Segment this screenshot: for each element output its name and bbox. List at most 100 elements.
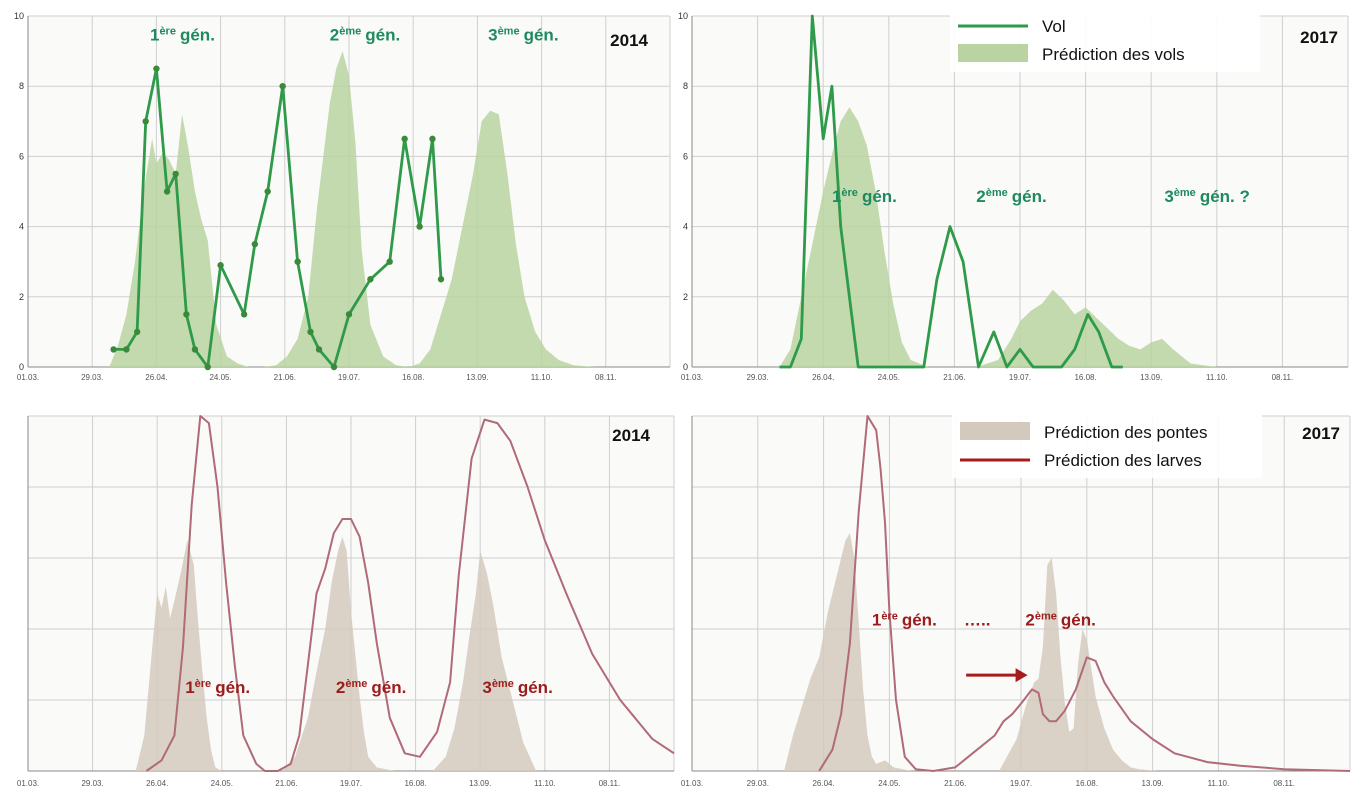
larves-2014-x-tick-label: 13.09. [469, 779, 491, 788]
vols-2014-y-tick-label: 2 [19, 292, 24, 302]
vols-2014-area-series [109, 51, 628, 367]
larves-2014-x-tick-label: 29.03. [81, 779, 103, 788]
vols-2014-data-point [110, 346, 117, 353]
chart-larves-2017: 01.03. 29.03. 26.04. 24.05. 21.06. 19.07. 16.0… [678, 396, 1355, 792]
vols-2017-x-tick-label: 24.05. [878, 373, 900, 382]
chart-vols-2014-svg: 01.03. 29.03. 26.04. 24.05. 21.06. 19.07. 16.0… [14, 11, 671, 382]
larves-2017-x-tick-label: 11.10. [1208, 779, 1230, 788]
larves-2017-x-tick-label: 13.09. [1141, 779, 1163, 788]
vols-2017-year-label: 2017 [1300, 28, 1338, 47]
vols-2017-x-tick-label: 16.08. [1074, 373, 1096, 382]
vols-2014-data-point [437, 276, 445, 283]
vols-2014-data-point [279, 83, 286, 90]
larves-2017-gen-label: ….. [964, 610, 990, 629]
vols-2014-y-tick-label: 0 [19, 362, 24, 372]
vols-2014-y-tick-label: 4 [19, 222, 24, 232]
vols-2014-data-point [429, 135, 436, 143]
vols-2017-y-tick-label: 10 [678, 11, 688, 21]
vols-2014-data-point [330, 363, 338, 371]
larves-2014-x-tick-label: 08.11. [599, 779, 621, 788]
vols-2017-x-tick-label: 19.07. [1009, 373, 1031, 382]
vols-2014-data-point [264, 188, 271, 195]
vols-2017-gen-label: 2ème gén. [976, 187, 1046, 206]
vols-2014-gen-label: 2ème gén. [330, 26, 400, 45]
larves-2017-legend-label: Prédiction des pontes [1044, 423, 1208, 442]
vols-2017-gen-label: 1ère gén. [832, 187, 897, 206]
larves-2017-legend-label: Prédiction des larves [1044, 451, 1202, 470]
vols-2017-x-tick-label: 21.06. [943, 373, 965, 382]
vols-2014-data-point [240, 311, 248, 318]
larves-2017-legend-area-swatch [960, 422, 1030, 440]
vols-2014-y-tick-label: 6 [19, 151, 24, 161]
vols-2014-data-point [163, 188, 171, 195]
vols-2014-data-point [416, 223, 423, 230]
vols-2017-x-tick-label: 01.03. [681, 373, 703, 382]
vols-2014-data-point [153, 65, 160, 72]
vols-2014-data-point [191, 346, 199, 353]
vols-2014-x-tick-label: 21.06. [274, 373, 296, 382]
larves-2014-x-tick-label: 01.03. [17, 779, 39, 788]
vols-2014-year-label: 2014 [610, 31, 648, 50]
vols-2017-y-tick-label: 0 [683, 362, 688, 372]
chart-vols-2017-svg: 01.03. 29.03. 26.04. 24.05. 21.06. 19.07. 16.0… [678, 8, 1349, 382]
vols-2014-gen-label: 3ème gén. [488, 26, 558, 45]
larves-2017-x-tick-label: 08.11. [1273, 779, 1295, 788]
vols-2014-y-tick-label: 8 [19, 81, 24, 91]
larves-2017-x-tick-label: 19.07. [1010, 779, 1032, 788]
larves-2014-gen-label: 2ème gén. [336, 678, 406, 697]
chart-larves-2014-svg: 01.03. 29.03. 26.04. 24.05. 21.06. 19.07. 16.0… [17, 415, 675, 788]
vols-2014-x-tick-label: 01.03. [17, 373, 39, 382]
vols-2017-legend-label: Vol [1042, 17, 1066, 36]
larves-2014-x-tick-label: 21.06. [275, 779, 297, 788]
larves-2017-year-label: 2017 [1302, 424, 1340, 443]
vols-2017-x-tick-label: 11.10. [1206, 373, 1228, 382]
larves-2017-x-tick-label: 21.06. [944, 779, 966, 788]
chart-vols-2014: 01.03. 29.03. 26.04. 24.05. 21.06. 19.07. 16.0… [0, 0, 678, 396]
larves-2017-x-tick-label: 26.04. [812, 779, 834, 788]
vols-2017-y-tick-label: 2 [683, 292, 688, 302]
vols-2014-x-tick-label: 29.03. [81, 373, 103, 382]
vols-2017-y-tick-label: 8 [683, 81, 688, 91]
vols-2017-x-tick-label: 08.11. [1272, 373, 1294, 382]
larves-2017-x-tick-label: 24.05. [878, 779, 900, 788]
larves-2014-gen-label: 3ème gén. [482, 678, 552, 697]
vols-2014-data-point [123, 346, 130, 353]
vols-2017-x-tick-label: 13.09. [1140, 373, 1162, 382]
larves-2014-x-tick-label: 26.04. [146, 779, 168, 788]
vols-2014-data-point [133, 328, 141, 336]
vols-2017-y-tick-label: 4 [683, 222, 688, 232]
larves-2017-x-tick-label: 01.03. [681, 779, 703, 788]
vols-2017-area-series [779, 107, 1261, 368]
vols-2017-x-tick-label: 29.03. [746, 373, 768, 382]
vols-2014-data-point [172, 170, 179, 178]
vols-2017-y-tick-label: 6 [683, 151, 688, 161]
larves-2014-x-tick-label: 11.10. [534, 779, 556, 788]
larves-2017-arrow-head [1015, 668, 1028, 683]
vols-2014-line-series [113, 67, 443, 369]
vols-2014-data-point [315, 346, 323, 353]
larves-2017-x-tick-label: 29.03. [747, 779, 769, 788]
vols-2014-x-tick-label: 19.07. [338, 373, 360, 382]
vols-2014-x-tick-label: 08.11. [595, 373, 617, 382]
larves-2017-gen-label: 2ème gén. [1025, 610, 1095, 629]
vols-2014-data-point [401, 135, 408, 143]
larves-2014-x-tick-label: 16.08. [404, 779, 426, 788]
vols-2014-data-point [294, 258, 301, 265]
chart-vols-2017: 01.03. 29.03. 26.04. 24.05. 21.06. 19.07. 16.0… [678, 0, 1355, 396]
vols-2014-gen-label: 1ère gén. [150, 26, 215, 45]
vols-2014-x-tick-label: 16.08. [402, 373, 424, 382]
vols-2014-data-point [345, 311, 353, 318]
vols-2014-x-tick-label: 11.10. [531, 373, 553, 382]
vols-2014-y-tick-label: 10 [14, 11, 24, 21]
chart-larves-2014: 01.03. 29.03. 26.04. 24.05. 21.06. 19.07. 16.0… [0, 396, 678, 792]
vols-2014-data-point [217, 262, 224, 269]
vols-2014-data-point [204, 363, 211, 371]
chart-larves-2017-svg: 01.03. 29.03. 26.04. 24.05. 21.06. 19.07. 16.0… [681, 414, 1351, 788]
vols-2017-legend-label: Prédiction des vols [1042, 45, 1185, 64]
vols-2017-gen-label: 3ème gén. ? [1164, 187, 1250, 206]
larves-2017-line-series [818, 415, 1351, 772]
vols-2017-legend-area-swatch [958, 44, 1028, 62]
larves-2014-line-series [145, 415, 675, 772]
vols-2014-data-point [307, 328, 314, 336]
vols-2014-x-tick-label: 26.04. [145, 373, 167, 382]
